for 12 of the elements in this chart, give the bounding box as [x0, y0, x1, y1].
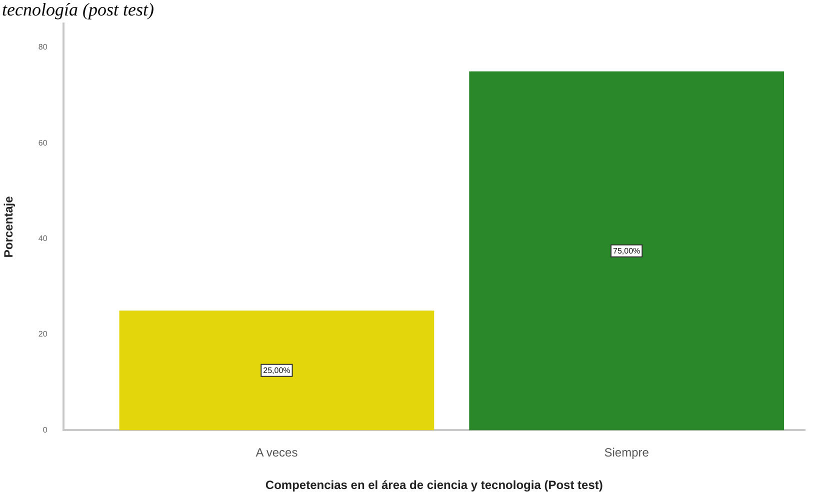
y-tick-label: 60 — [38, 138, 48, 148]
y-tick-label: 40 — [38, 234, 48, 244]
x-axis-title: Competencias en el área de ciencia y tecnologia (Post test) — [265, 478, 603, 492]
x-tick-label: Siempre — [604, 446, 650, 460]
data-label: 25,00% — [263, 366, 290, 376]
y-tick-label: 80 — [38, 42, 48, 52]
y-tick-label: 0 — [42, 425, 48, 434]
x-tick-label: A veces — [256, 446, 298, 460]
y-tick-label: 20 — [38, 330, 48, 339]
chart-title: tecnología (post test) — [2, 0, 154, 20]
data-label: 75,00% — [613, 246, 640, 256]
y-axis-title: Porcentaje — [2, 196, 16, 258]
